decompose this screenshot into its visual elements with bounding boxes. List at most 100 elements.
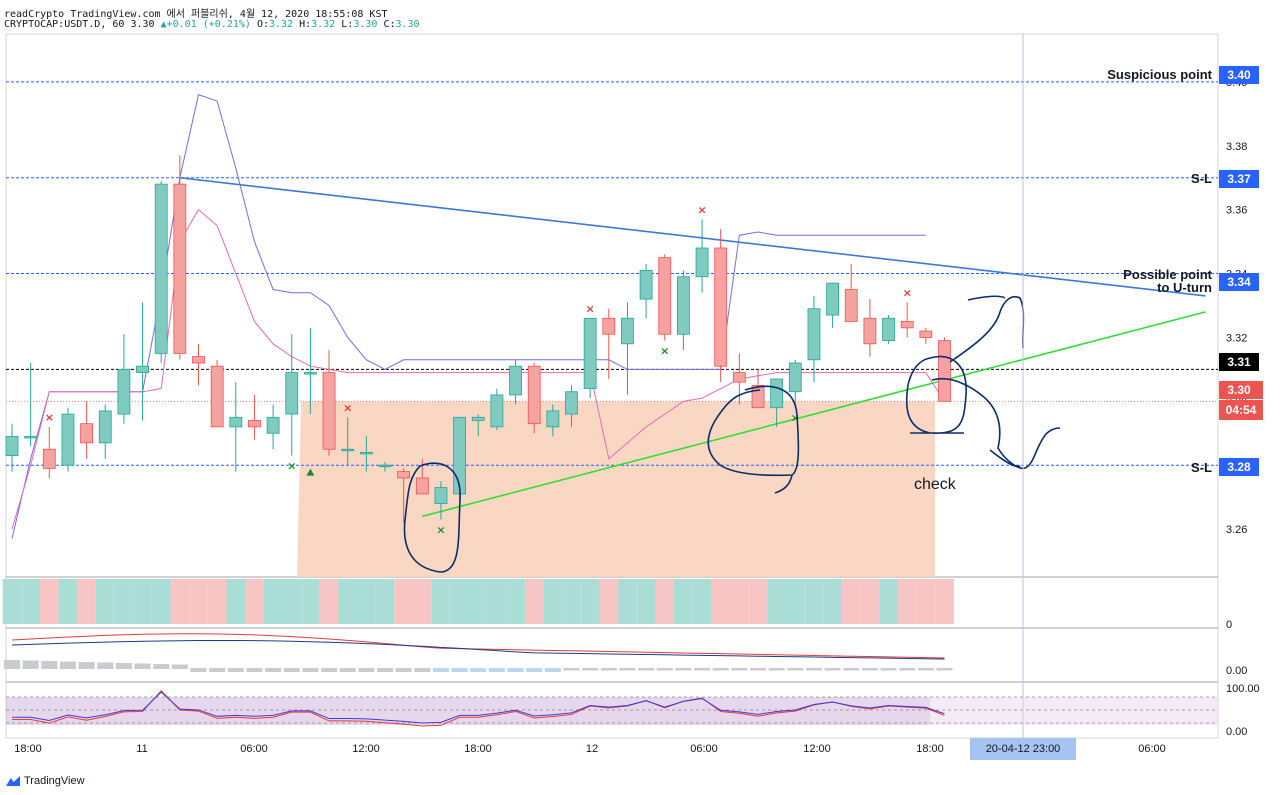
volume-bar-25 bbox=[468, 579, 488, 624]
candle-12[interactable] bbox=[229, 382, 243, 472]
candle-27[interactable] bbox=[509, 359, 522, 405]
candle-body bbox=[285, 372, 299, 415]
candle-7[interactable] bbox=[136, 302, 149, 421]
candle-body bbox=[602, 317, 616, 335]
candle-body bbox=[136, 365, 149, 373]
candle-31[interactable] bbox=[583, 317, 597, 399]
rsi-band-future bbox=[930, 697, 1218, 725]
candle-10[interactable] bbox=[192, 343, 205, 386]
macd-hist-28 bbox=[526, 668, 543, 672]
candle-body bbox=[248, 420, 261, 428]
candle-1[interactable] bbox=[24, 362, 38, 447]
candle-45[interactable] bbox=[844, 263, 858, 322]
candle-50[interactable] bbox=[938, 337, 951, 402]
candle-35[interactable] bbox=[658, 254, 672, 341]
macd-hist-19 bbox=[358, 668, 375, 672]
candle-5[interactable] bbox=[98, 404, 112, 459]
ink-small-hook bbox=[967, 295, 1006, 301]
candle-49[interactable] bbox=[919, 327, 933, 344]
candle-18[interactable] bbox=[341, 417, 355, 466]
sell-mark-icon: × bbox=[45, 411, 54, 424]
volume-bar-1 bbox=[21, 579, 40, 624]
candle-36[interactable] bbox=[677, 270, 690, 351]
candle-13[interactable] bbox=[248, 394, 261, 440]
candle-0[interactable] bbox=[5, 423, 19, 472]
price-tick-5: 3.36 bbox=[1226, 205, 1247, 217]
candle-9[interactable] bbox=[173, 155, 187, 360]
candle-34[interactable] bbox=[639, 263, 653, 319]
candle-33[interactable] bbox=[621, 302, 634, 395]
candle-11[interactable] bbox=[210, 359, 224, 428]
candle-46[interactable] bbox=[863, 299, 877, 357]
volume-bar-24 bbox=[450, 579, 469, 624]
macd-hist-37 bbox=[694, 668, 711, 671]
candle-39[interactable] bbox=[732, 353, 746, 405]
volume-bar-9 bbox=[170, 579, 190, 624]
candle-26[interactable] bbox=[490, 388, 504, 431]
tag-sl-bottom: 3.28 bbox=[1227, 460, 1251, 474]
buy-mark-icon: × bbox=[791, 412, 800, 425]
candle-body bbox=[490, 394, 504, 428]
candle-14[interactable] bbox=[266, 404, 280, 450]
candle-17[interactable] bbox=[322, 350, 336, 456]
candle-44[interactable] bbox=[826, 282, 839, 328]
candle-43[interactable] bbox=[807, 295, 821, 383]
ink-tail-middle bbox=[774, 474, 793, 494]
chart-frame bbox=[5, 33, 1219, 739]
macd-hist-27 bbox=[507, 668, 524, 672]
time-cursor-label: 20-04-12 23:00 bbox=[986, 743, 1061, 755]
candle-8[interactable] bbox=[154, 180, 168, 363]
candle-23[interactable] bbox=[434, 481, 448, 520]
annotation-sl-bottom: S-L bbox=[1191, 460, 1212, 475]
candles[interactable] bbox=[5, 155, 951, 523]
candle-4[interactable] bbox=[80, 401, 93, 459]
macd-hist-39 bbox=[731, 668, 748, 671]
macd-line bbox=[11, 640, 945, 660]
candle-22[interactable] bbox=[415, 458, 429, 495]
candle-38[interactable] bbox=[714, 228, 728, 383]
candle-29[interactable] bbox=[546, 404, 560, 437]
volume-bar-36 bbox=[674, 579, 693, 624]
candle-20[interactable] bbox=[378, 462, 392, 472]
volume-bar-35 bbox=[655, 579, 675, 624]
candle-2[interactable] bbox=[42, 426, 56, 478]
candle-body bbox=[621, 317, 634, 345]
volume-bar-26 bbox=[487, 579, 507, 624]
candle-3[interactable] bbox=[61, 407, 75, 472]
candle-48[interactable] bbox=[900, 302, 914, 338]
candle-15[interactable] bbox=[285, 334, 299, 456]
candle-37[interactable] bbox=[695, 219, 709, 293]
candle-16[interactable] bbox=[303, 327, 317, 415]
candle-25[interactable] bbox=[471, 414, 485, 437]
sell-mark-icon: × bbox=[903, 286, 912, 299]
tradingview-brand[interactable]: TradingView bbox=[6, 775, 85, 787]
volume-bar-43 bbox=[804, 579, 824, 624]
symbol-legend: CRYPTOCAP:USDT.D, 60 3.30 ▲+0.01 (+0.21%… bbox=[4, 19, 420, 30]
volume-bar-39 bbox=[730, 579, 749, 624]
macd-hist-7 bbox=[134, 663, 151, 669]
ink-upper-arc bbox=[949, 296, 1025, 363]
candle-32[interactable] bbox=[602, 308, 616, 379]
candle-21[interactable] bbox=[397, 468, 411, 523]
open-value: 3.32 bbox=[268, 19, 294, 30]
macd-axis-tick: 0.00 bbox=[1226, 665, 1247, 677]
candle-41[interactable] bbox=[770, 378, 784, 427]
volume-bar-4 bbox=[77, 579, 96, 624]
candle-28[interactable] bbox=[527, 362, 541, 434]
ink-lower-hook bbox=[989, 449, 1021, 468]
candle-19[interactable] bbox=[359, 436, 373, 472]
time-tick-6: 06:00 bbox=[690, 743, 718, 755]
time-axis[interactable]: 18:00 11 06:00 12:00 18:00 12 06:00 12:00 18:00 2… bbox=[14, 738, 1166, 760]
buy-mark-icon: × bbox=[660, 345, 669, 358]
candle-30[interactable] bbox=[565, 385, 578, 427]
rsi-axis-tick-bottom: 0.00 bbox=[1226, 726, 1247, 738]
candle-6[interactable] bbox=[117, 334, 131, 424]
candle-42[interactable] bbox=[788, 359, 802, 408]
tag-countdown: 04:54 bbox=[1226, 403, 1257, 417]
symbol-name[interactable]: CRYPTOCAP:USDT.D, 60 bbox=[4, 19, 125, 30]
candle-body bbox=[639, 269, 653, 300]
candle-47[interactable] bbox=[882, 315, 895, 344]
macd-hist-20 bbox=[377, 668, 393, 672]
macd-hist-42 bbox=[787, 668, 804, 671]
